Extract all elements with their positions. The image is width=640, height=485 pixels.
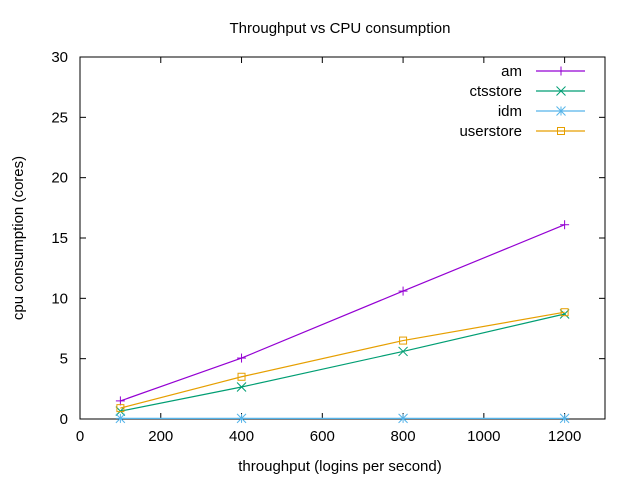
marker-stroke <box>559 413 570 424</box>
marker-stroke <box>399 336 408 345</box>
legend-label: ctsstore <box>469 83 522 100</box>
marker-stroke <box>398 413 408 424</box>
marker-stroke <box>115 413 126 424</box>
x-tick-label: 1200 <box>548 428 581 445</box>
marker-stroke <box>398 346 408 357</box>
legend-label: idm <box>498 103 522 120</box>
y-axis-label: cpu consumption (cores) <box>10 156 27 320</box>
data-point-plus <box>237 353 247 363</box>
data-point-cross <box>556 86 566 96</box>
x-tick-label: 1000 <box>467 428 500 445</box>
data-point-star <box>559 413 570 424</box>
data-point-star <box>236 413 247 424</box>
data-point-plus <box>560 220 570 230</box>
marker-stroke <box>236 382 247 392</box>
series-line-ctsstore <box>120 313 565 412</box>
data-point-square <box>560 308 569 317</box>
y-tick-label: 25 <box>51 109 68 126</box>
marker-stroke <box>556 106 566 116</box>
data-point-star <box>398 413 408 424</box>
y-tick-label: 30 <box>51 49 68 66</box>
y-tick-label: 10 <box>51 290 68 307</box>
data-point-square <box>237 372 246 381</box>
data-point-cross <box>398 346 408 357</box>
marker-stroke <box>237 372 246 381</box>
x-tick-label: 0 <box>76 428 84 445</box>
data-point-plus <box>115 396 125 406</box>
x-tick-label: 600 <box>310 428 335 445</box>
x-tick-label: 400 <box>229 428 254 445</box>
data-point-star <box>115 413 126 424</box>
y-tick-label: 15 <box>51 230 68 247</box>
x-axis-label: throughput (logins per second) <box>238 458 441 475</box>
legend-label: userstore <box>459 123 522 140</box>
marker-stroke <box>236 413 247 424</box>
chart-title: Throughput vs CPU consumption <box>230 20 451 37</box>
marker-stroke <box>116 404 125 413</box>
data-point-plus <box>398 286 408 296</box>
x-tick-label: 200 <box>148 428 173 445</box>
y-tick-label: 5 <box>60 351 68 368</box>
marker-stroke <box>557 127 565 135</box>
series-line-userstore <box>120 311 565 409</box>
data-point-cross <box>236 382 247 392</box>
data-point-square <box>557 127 565 135</box>
series-line-am <box>120 224 565 402</box>
y-tick-label: 0 <box>60 411 68 428</box>
data-point-star <box>556 106 566 116</box>
y-tick-label: 20 <box>51 170 68 187</box>
data-point-square <box>116 404 125 413</box>
x-tick-label: 800 <box>391 428 416 445</box>
legend-label: am <box>501 63 522 80</box>
marker-stroke <box>560 308 569 317</box>
data-point-square <box>399 336 408 345</box>
data-point-plus <box>556 66 566 76</box>
marker-stroke <box>556 86 566 96</box>
